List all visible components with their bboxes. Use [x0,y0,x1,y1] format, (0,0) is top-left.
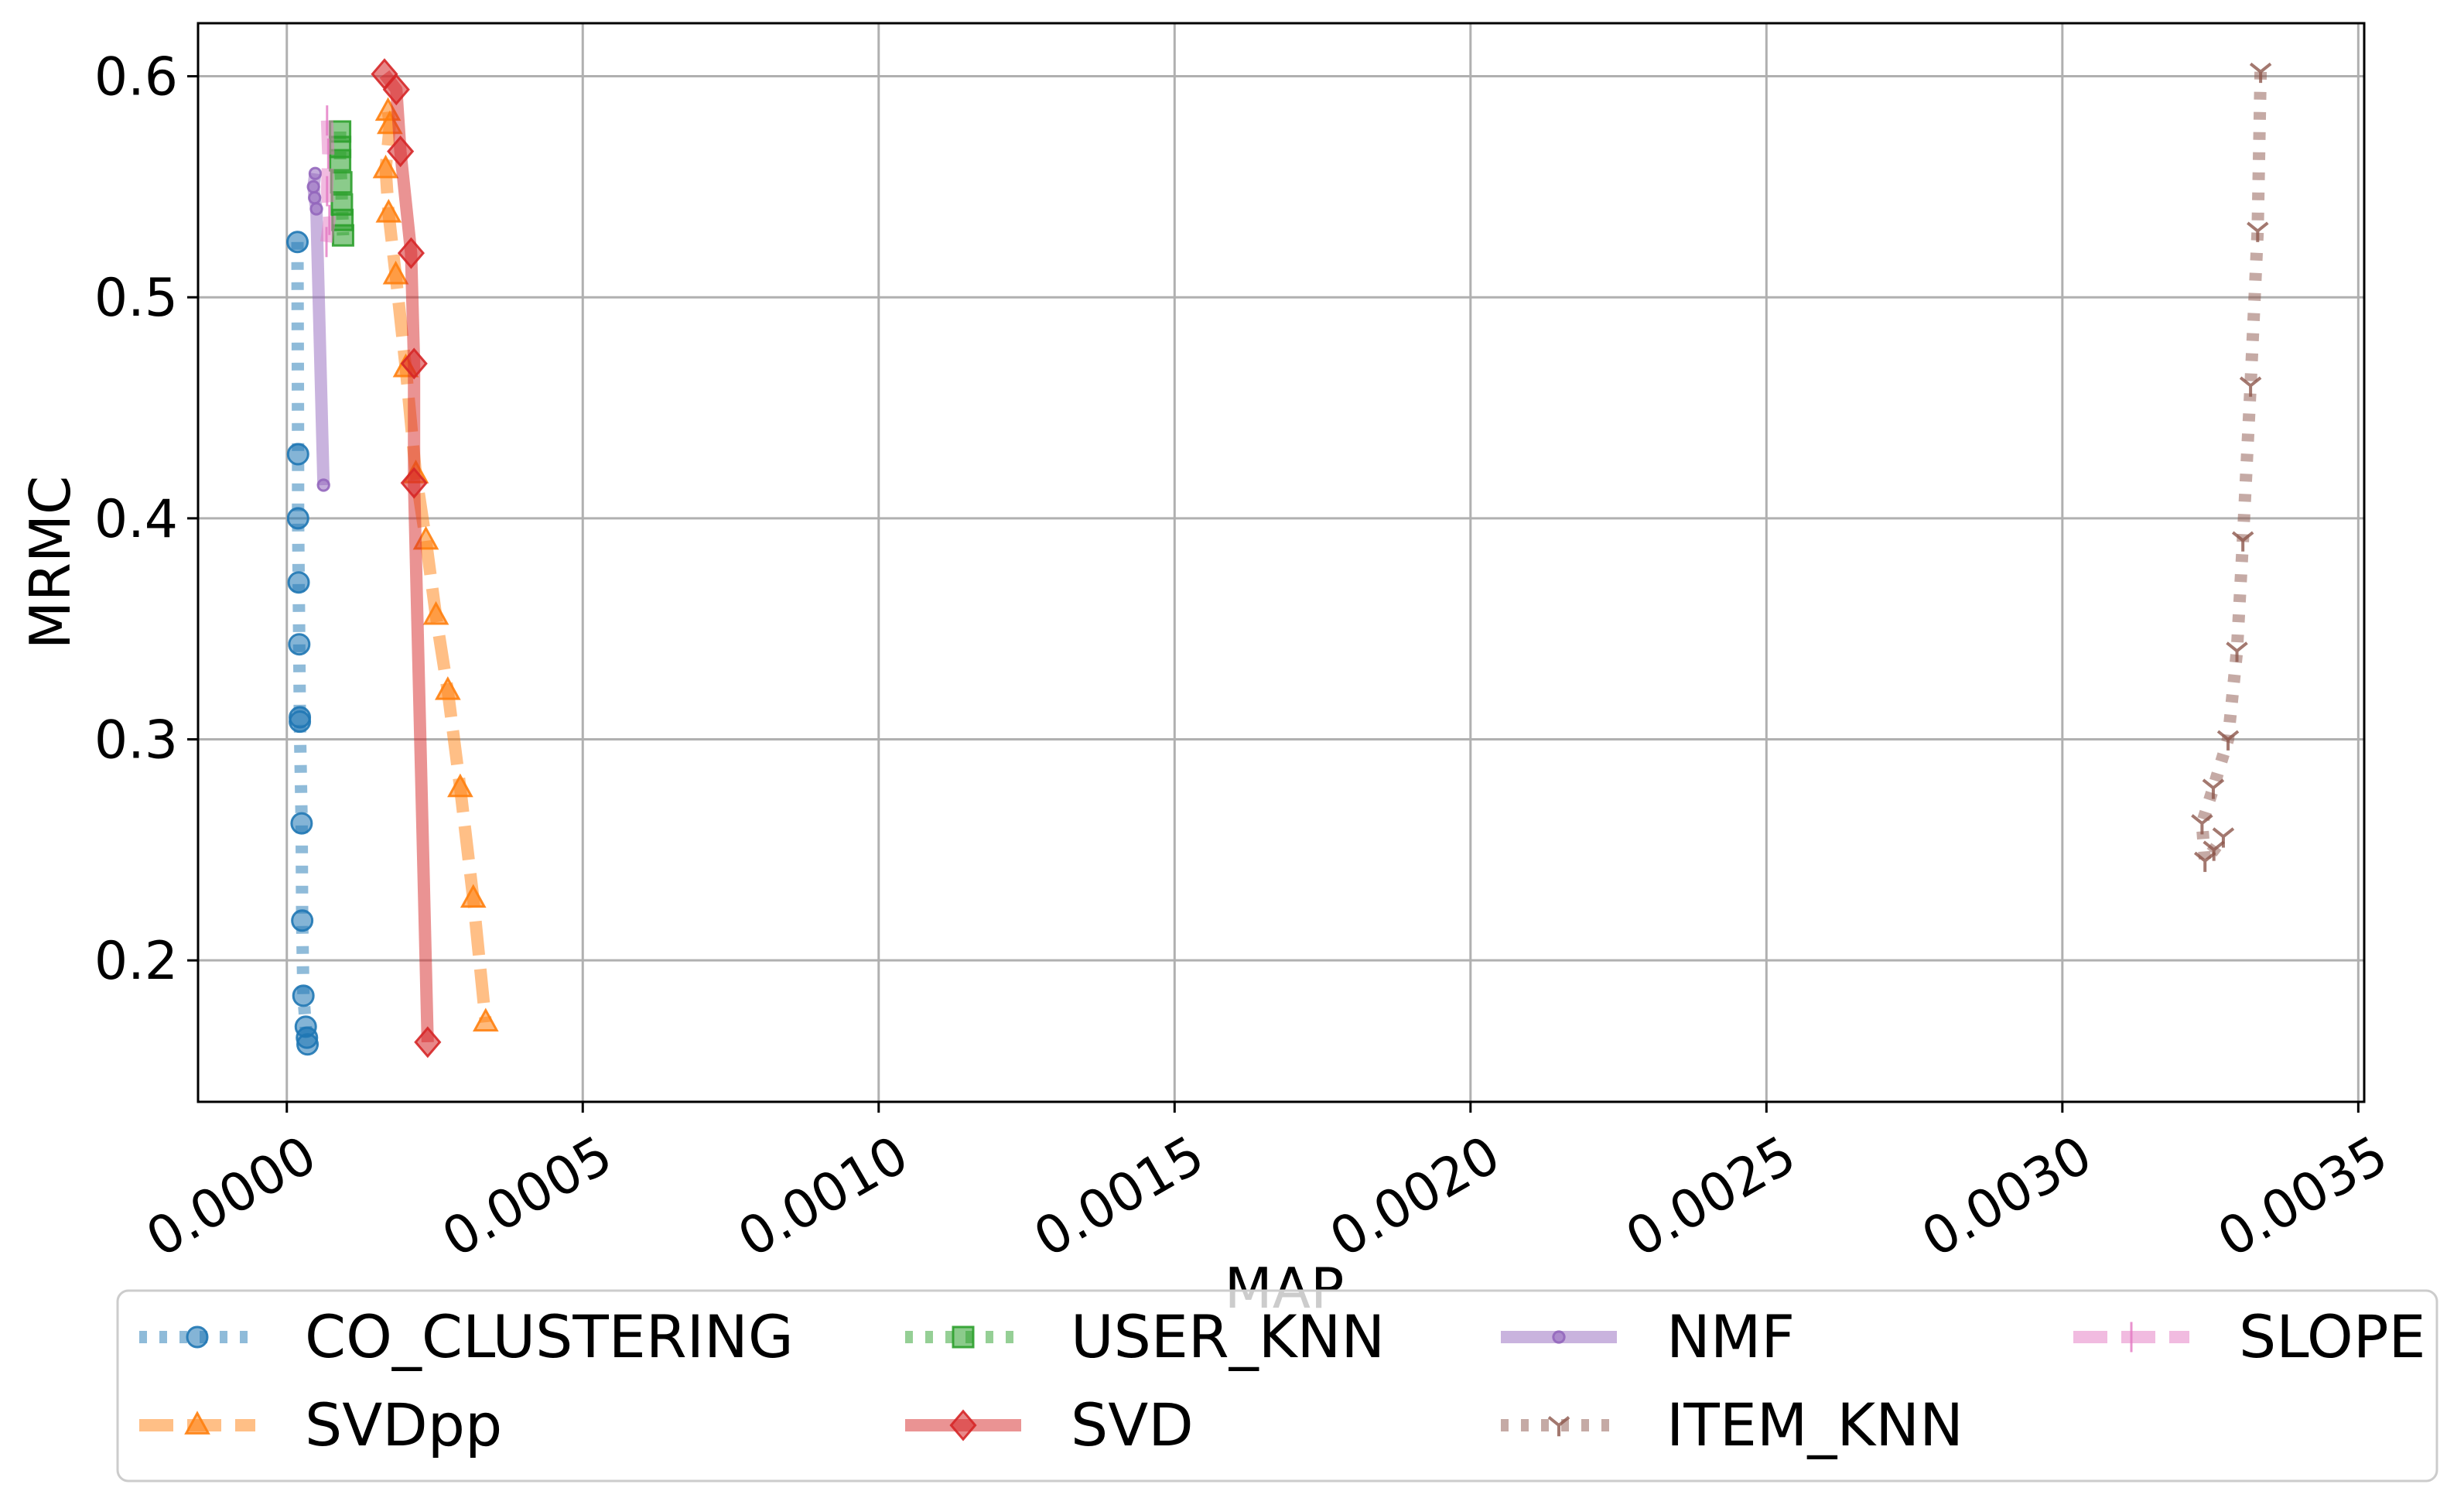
data-point-co-clustering [288,633,311,656]
legend-label-nmf: NMF [1666,1302,1795,1371]
series-line-svdpp [379,111,492,1024]
data-point-item-knn [2212,827,2235,848]
data-point-svdpp [447,773,473,798]
data-point-co-clustering [290,812,313,835]
legend-marker-svdpp [184,1411,210,1435]
legend: CO_CLUSTERING USER_KNN NMF SLOPE SVDpp SVD ITE… [116,1289,2438,1483]
y-axis-label: MRMC [18,476,83,650]
x-tick-label: 0.0015 [1024,1124,1215,1269]
data-point-co-clustering [287,571,310,594]
legend-marker-svd [949,1409,977,1442]
x-tick-label: 0.0010 [729,1124,919,1269]
legend-marker-nmf [1552,1330,1566,1344]
legend-marker-item-knn [1547,1416,1570,1437]
data-point-user-knn [331,224,354,247]
data-point-item-knn [2216,730,2240,751]
data-point-svd [387,135,415,168]
legend-label-item-knn: ITEM_KNN [1666,1390,1963,1459]
y-tick-label: 0.3 [94,710,178,771]
y-tick-label: 0.2 [94,931,178,992]
data-point-svd [397,237,425,269]
data-point-svd [400,467,428,499]
data-point-user-knn [330,171,353,194]
data-point-co-clustering [289,710,312,734]
data-point-co-clustering [292,984,315,1007]
data-point-svdpp [472,1007,499,1032]
series-svd [371,58,442,1059]
data-point-co-clustering [291,909,314,932]
y-tick-label: 0.6 [94,47,178,108]
data-point-svdpp [382,260,409,285]
series-layer [286,58,2272,1059]
data-point-svd [400,347,428,380]
series-user-knn [329,120,354,247]
data-point-co-clustering [296,1033,320,1056]
data-point-nmf [308,191,322,205]
data-point-co-clustering [286,231,309,254]
data-point-co-clustering [286,443,309,466]
series-svdpp [372,97,499,1032]
series-nmf [306,166,330,492]
data-point-nmf [309,202,323,216]
x-tick-label: 0.0035 [2208,1124,2398,1269]
legend-label-svdpp: SVDpp [305,1390,502,1459]
legend-label-co-clustering: CO_CLUSTERING [305,1302,794,1371]
data-point-svd [414,1026,442,1059]
data-point-nmf [308,166,323,180]
series-item-knn [2191,62,2272,872]
data-point-svdpp [372,154,399,179]
plot-area [197,22,2366,1103]
data-point-nmf [306,180,320,194]
x-tick-label: 0.0000 [136,1124,326,1269]
data-point-svdpp [435,675,461,700]
data-point-co-clustering [286,507,309,530]
series-line-item-knn [2196,71,2267,867]
data-point-item-knn [2226,641,2248,662]
y-tick-label: 0.5 [94,268,178,329]
legend-marker-co-clustering [186,1325,209,1349]
data-point-item-knn [2249,62,2272,84]
data-point-item-knn [2239,376,2262,397]
y-tick-label: 0.4 [94,489,178,550]
data-point-svd [382,74,410,106]
legend-label-user-knn: USER_KNN [1071,1302,1385,1371]
legend-label-slope: SLOPE [2239,1302,2426,1371]
series-line-nmf [307,173,330,486]
data-point-item-knn [2202,778,2225,799]
x-tick-label: 0.0020 [1321,1124,1511,1269]
series-slope [320,105,336,258]
data-point-item-knn [2231,531,2254,552]
data-point-nmf [316,478,330,492]
data-point-svdpp [422,600,449,625]
data-point-item-knn [2247,221,2269,242]
series-co-clustering [286,231,320,1056]
legend-frame [116,1289,2438,1483]
x-tick-label: 0.0025 [1616,1124,1806,1269]
x-tick-label: 0.0030 [1912,1124,2103,1269]
legend-marker-user-knn [952,1325,975,1349]
legend-label-svd: SVD [1071,1390,1194,1459]
gridlines [198,23,2364,1102]
data-point-item-knn [2191,814,2213,835]
data-point-svdpp [460,884,487,908]
data-point-svdpp [375,198,402,223]
x-tick-label: 0.0005 [432,1124,623,1269]
